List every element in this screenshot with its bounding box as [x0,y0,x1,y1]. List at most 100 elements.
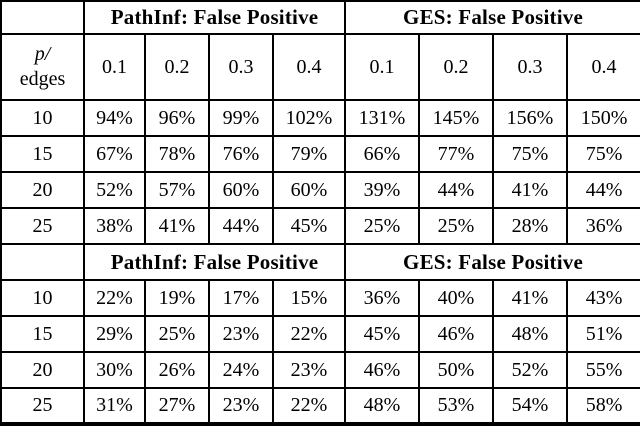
value-cell: 54% [492,387,569,425]
value-cell: 41% [144,207,210,245]
row-label: 10 [0,279,85,317]
table-row: 10 22% 19% 17% 15% 36% 40% 41% 43% [0,279,640,317]
value-cell: 79% [271,135,347,173]
value-cell: 50% [418,351,495,389]
value-cell: 25% [144,315,210,353]
table-row: 20 30% 26% 24% 23% 46% 50% 52% 55% [0,351,640,389]
subcol-header: 0.4 [271,33,347,101]
section2-ges-title: GES: False Positive [344,243,640,281]
value-cell: 57% [144,171,210,209]
value-cell: 28% [492,207,569,245]
value-cell: 102% [271,99,347,137]
table-row: 25 31% 27% 23% 22% 48% 53% 54% 58% [0,387,640,425]
value-cell: 25% [344,207,421,245]
table-row: 10 94% 96% 99% 102% 131% 145% 156% 150% [0,99,640,137]
value-cell: 78% [144,135,210,173]
table-row: 15 29% 25% 23% 22% 45% 46% 48% 51% [0,315,640,353]
row-label: 25 [0,387,85,425]
value-cell: 58% [566,387,640,425]
value-cell: 66% [344,135,421,173]
value-cell: 94% [83,99,146,137]
value-cell: 22% [271,387,347,425]
value-cell: 51% [566,315,640,353]
corner-empty-cell [0,243,85,281]
value-cell: 40% [418,279,495,317]
section2-title-row: PathInf: False Positive GES: False Posit… [0,243,640,281]
value-cell: 22% [83,279,146,317]
value-cell: 46% [344,351,421,389]
value-cell: 150% [566,99,640,137]
value-cell: 25% [418,207,495,245]
value-cell: 53% [418,387,495,425]
value-cell: 39% [344,171,421,209]
subcol-header: 0.1 [344,33,421,101]
value-cell: 60% [271,171,347,209]
table-row: 20 52% 57% 60% 60% 39% 44% 41% 44% [0,171,640,209]
value-cell: 23% [271,351,347,389]
subheader-row: p/ edges 0.1 0.2 0.3 0.4 0.1 0.2 0.3 0.4 [0,33,640,101]
p-edges-label: p/ edges [3,42,82,92]
subcol-header: 0.3 [492,33,569,101]
value-cell: 19% [144,279,210,317]
value-cell: 36% [566,207,640,245]
value-cell: 41% [492,279,569,317]
row-label: 25 [0,207,85,245]
row-label: 10 [0,99,85,137]
value-cell: 48% [344,387,421,425]
value-cell: 75% [566,135,640,173]
value-cell: 52% [83,171,146,209]
value-cell: 23% [208,387,274,425]
value-cell: 46% [418,315,495,353]
value-cell: 17% [208,279,274,317]
value-cell: 22% [271,315,347,353]
row-label: 20 [0,351,85,389]
table-row: 25 38% 41% 44% 45% 25% 25% 28% 36% [0,207,640,245]
value-cell: 30% [83,351,146,389]
value-cell: 29% [83,315,146,353]
value-cell: 48% [492,315,569,353]
value-cell: 76% [208,135,274,173]
subcol-header: 0.3 [208,33,274,101]
value-cell: 77% [418,135,495,173]
value-cell: 36% [344,279,421,317]
value-cell: 44% [418,171,495,209]
value-cell: 24% [208,351,274,389]
subcol-header: 0.4 [566,33,640,101]
edges-label: edges [19,68,66,90]
section2-pathinf-title: PathInf: False Positive [82,243,347,281]
value-cell: 26% [144,351,210,389]
section1-title-row: PathInf: False Positive GES: False Posit… [0,0,640,35]
value-cell: 55% [566,351,640,389]
value-cell: 75% [492,135,569,173]
value-cell: 60% [208,171,274,209]
value-cell: 43% [566,279,640,317]
subcol-header: 0.2 [144,33,210,101]
value-cell: 15% [271,279,347,317]
p-label: p/ [34,43,51,65]
value-cell: 45% [271,207,347,245]
value-cell: 23% [208,315,274,353]
row-label: 15 [0,315,85,353]
value-cell: 131% [344,99,421,137]
value-cell: 145% [418,99,495,137]
value-cell: 44% [208,207,274,245]
value-cell: 41% [492,171,569,209]
value-cell: 45% [344,315,421,353]
value-cell: 27% [144,387,210,425]
section1-pathinf-title: PathInf: False Positive [82,0,347,35]
subcol-header: 0.2 [418,33,495,101]
value-cell: 96% [144,99,210,137]
row-header-cell: p/ edges [0,33,85,101]
value-cell: 67% [83,135,146,173]
section1-ges-title: GES: False Positive [344,0,640,35]
value-cell: 44% [566,171,640,209]
value-cell: 99% [208,99,274,137]
value-cell: 31% [83,387,146,425]
corner-empty-cell [0,0,85,35]
value-cell: 38% [83,207,146,245]
value-cell: 52% [492,351,569,389]
row-label: 20 [0,171,85,209]
row-label: 15 [0,135,85,173]
table-row: 15 67% 78% 76% 79% 66% 77% 75% 75% [0,135,640,173]
